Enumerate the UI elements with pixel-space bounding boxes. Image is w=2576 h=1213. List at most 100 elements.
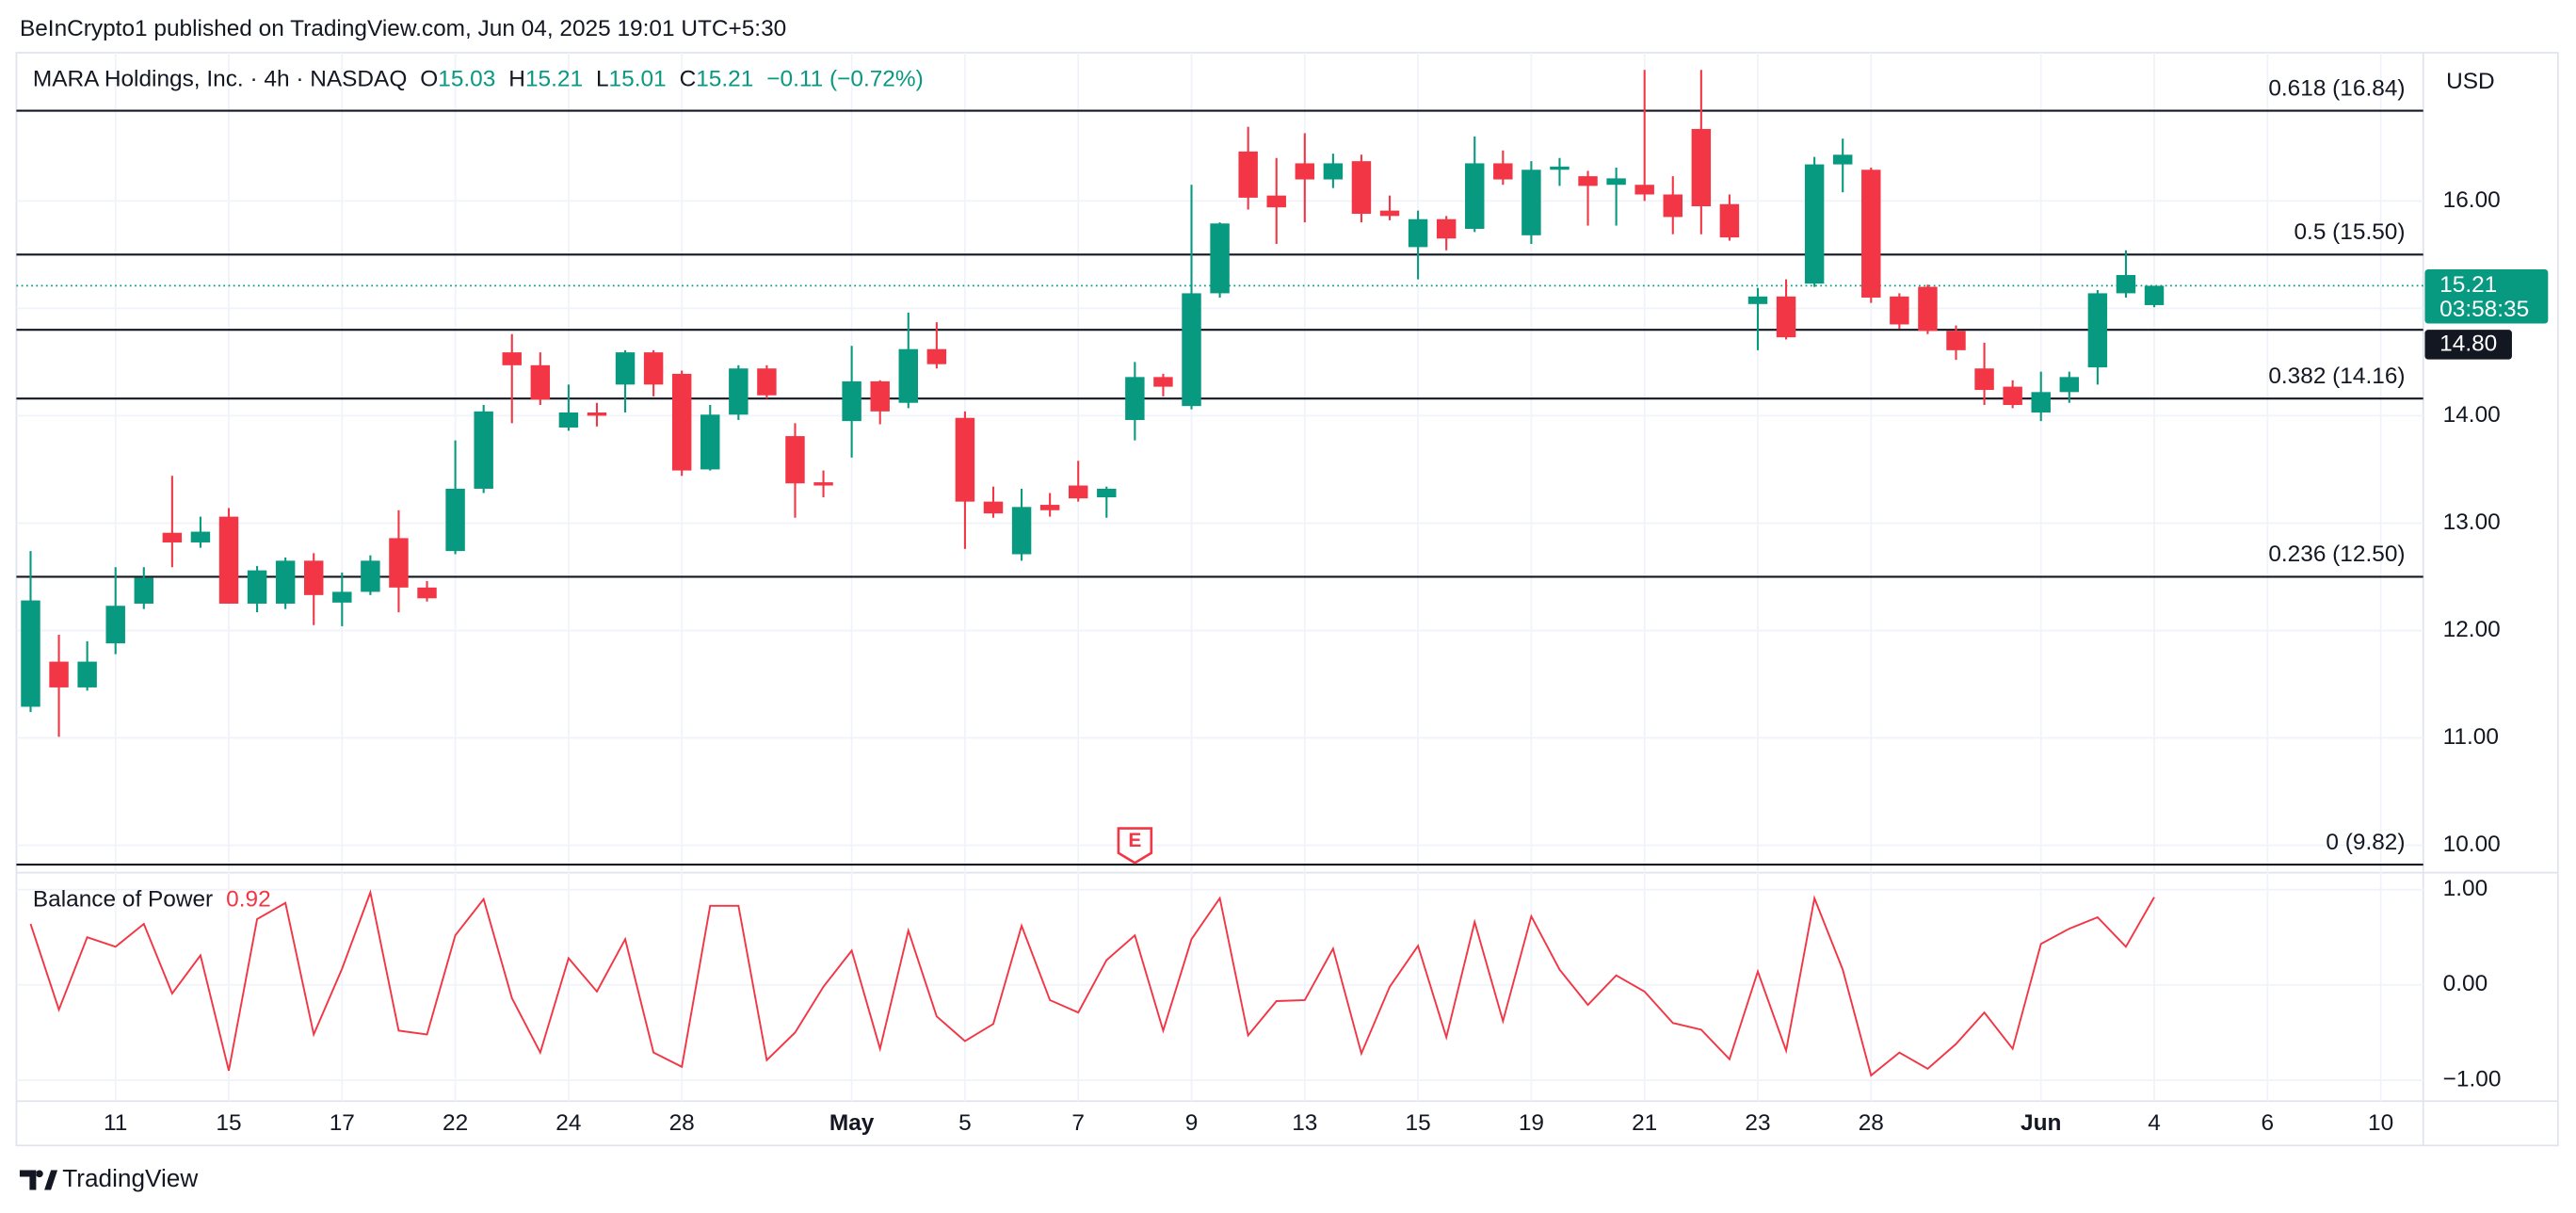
legend-value: 15.03: [438, 67, 495, 92]
event-marker: [1117, 827, 1153, 865]
last-price-tag: [2424, 268, 2549, 324]
fib-label: 0 (9.82): [2326, 830, 2405, 855]
candle-body: [162, 532, 183, 542]
candle-body: [558, 412, 579, 428]
currency: USD: [2446, 69, 2495, 94]
candle-body: [842, 380, 861, 422]
candle-body: [1097, 488, 1117, 498]
candle-body: [1747, 296, 1768, 304]
candle-body: [1663, 194, 1682, 218]
candle-body: [1493, 163, 1513, 180]
candle-body: [1918, 286, 1938, 332]
legend-label: O: [420, 67, 438, 92]
candle-body: [2087, 293, 2108, 368]
fib-label: 0.382 (14.16): [2268, 364, 2405, 389]
candle-body: [21, 600, 40, 707]
candle-body: [1634, 185, 1654, 195]
y-tick-label: 0.00: [2443, 971, 2488, 996]
x-tick-label: 13: [1292, 1110, 1317, 1136]
legend-value: 15.21: [696, 67, 753, 92]
candle-body: [1153, 377, 1173, 387]
x-tick-label: 24: [555, 1110, 581, 1136]
legend: MARA Holdings, Inc. · 4h · NASDAQ O15.03 H…: [33, 67, 924, 92]
y-tick-label: 14.00: [2443, 402, 2501, 428]
price-tag-label: 14.80: [2439, 331, 2497, 356]
countdown: 03:58:35: [2439, 297, 2529, 322]
event-label: E: [1128, 830, 1141, 851]
candle-body: [926, 348, 947, 364]
legend-value: 15.01: [609, 67, 667, 92]
x-tick-label: 7: [1071, 1110, 1085, 1136]
candle-body: [2059, 377, 2080, 393]
candle-body: [983, 501, 1004, 514]
candle-body: [1068, 485, 1088, 499]
candle-body: [1946, 331, 1966, 350]
labels: 11 15 17 22 24 28 May 5 7 9 13 15 19 21 23 28 Jun 4 6 10 10.…: [104, 75, 2549, 1136]
legend-value: 15.21: [525, 67, 583, 92]
candle-body: [898, 348, 918, 403]
candle-body: [389, 538, 409, 588]
x-tick-label: 21: [1632, 1110, 1657, 1136]
brand: TradingView: [62, 1164, 198, 1192]
candle-body: [1238, 151, 1258, 198]
candle-body: [1521, 170, 1541, 235]
candle-body: [247, 570, 267, 604]
candle-body: [1578, 176, 1598, 186]
indicator-line: [29, 889, 2155, 1077]
indicator-name: Balance of Power: [33, 887, 213, 913]
legend-label: L: [596, 67, 609, 92]
x-tick-label: 28: [669, 1110, 695, 1136]
candle-body: [474, 411, 493, 489]
candle-body: [445, 488, 465, 552]
y-tick-label: −1.00: [2443, 1066, 2502, 1092]
x-tick-label: 5: [958, 1110, 972, 1136]
candle-body: [955, 417, 975, 502]
x-tick-label: May: [829, 1110, 875, 1136]
legend-label: C: [680, 67, 697, 92]
x-tick-label: 17: [330, 1110, 355, 1136]
candle-body: [1436, 218, 1457, 239]
candle-body: [2031, 392, 2051, 412]
candle-body: [1295, 163, 1315, 180]
candle-body: [671, 373, 692, 471]
y-tick-label: 16.00: [2443, 187, 2501, 213]
indicator-value: 0.92: [226, 887, 271, 913]
price-tag: [2424, 330, 2512, 360]
candle-body: [2116, 275, 2136, 294]
candle-body: [502, 352, 522, 365]
candle-body: [1832, 154, 1853, 165]
x-tick-label: 10: [2368, 1110, 2393, 1136]
legend-change: −0.11 (−0.72%): [766, 67, 923, 92]
candle-body: [361, 560, 380, 592]
candle-body: [2003, 386, 2022, 406]
y-tick-label: 12.00: [2443, 617, 2501, 642]
logo-icon: [19, 1170, 58, 1190]
fib-label: 0.236 (12.50): [2268, 542, 2405, 567]
candle-body: [813, 482, 833, 486]
candle-body: [1550, 166, 1570, 170]
candle-body: [757, 368, 777, 396]
candle-body: [218, 516, 239, 604]
candle-body: [1776, 296, 1796, 338]
candle-body: [1182, 293, 1201, 407]
candle-body: [1606, 178, 1626, 186]
candle-body: [587, 412, 607, 416]
logo: TradingView: [19, 1164, 198, 1192]
candle-body: [1974, 368, 1994, 391]
indicator-title: Balance of Power 0.92: [33, 887, 271, 913]
y-tick-label: 1.00: [2443, 876, 2488, 901]
candle-body: [700, 414, 720, 470]
candle-body: [1011, 507, 1032, 555]
published-note: BeInCrypto1 published on TradingView.com…: [20, 16, 786, 41]
candle-body: [1691, 128, 1712, 207]
x-tick-label: 15: [216, 1110, 241, 1136]
candle-body: [643, 352, 664, 385]
fib-label: 0.5 (15.50): [2294, 219, 2405, 245]
candle-body: [275, 560, 296, 604]
candle-body: [1890, 296, 1909, 325]
y-tick-label: 13.00: [2443, 509, 2501, 535]
x-tick-label: 4: [2148, 1110, 2161, 1136]
chart-frame: [15, 52, 2559, 1147]
last-price-label: 15.21: [2439, 272, 2497, 298]
